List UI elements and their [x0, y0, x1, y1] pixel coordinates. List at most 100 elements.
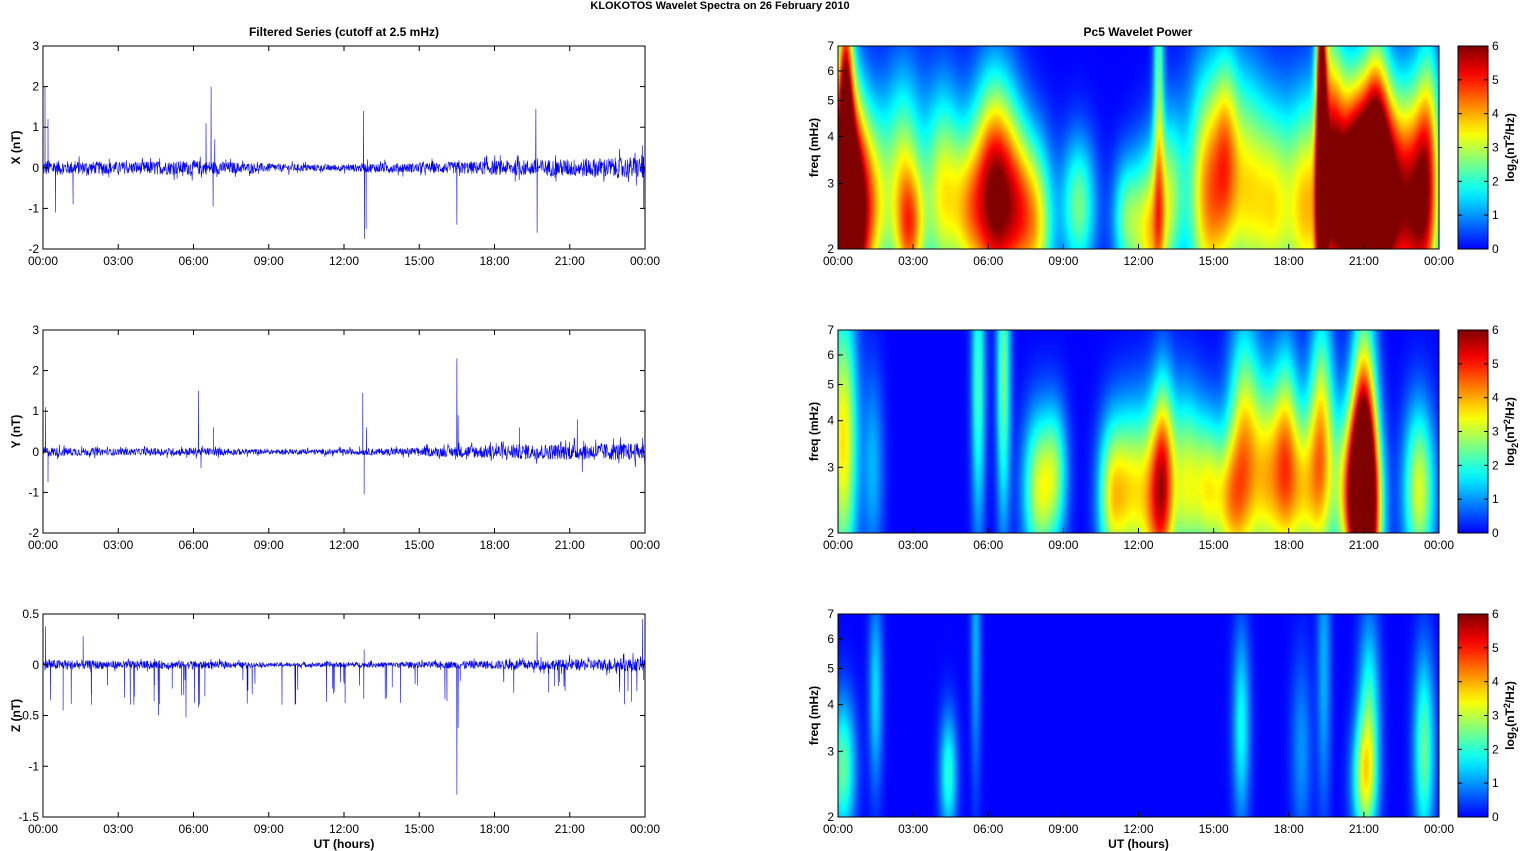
y-tick-label: -1.5	[18, 810, 39, 824]
x-tick-label: 00:00	[28, 538, 58, 552]
series-panel-x: -2 -1 0 1 2 3 00:00 03:00 06:00 09:00 12:00 15:00 18…	[9, 39, 660, 268]
y-tick-label: 6	[827, 632, 834, 646]
x-tick-label: 00:00	[823, 254, 853, 268]
x-tick-label: 21:00	[555, 254, 585, 268]
colorbar-tick-label: 1	[1492, 208, 1499, 222]
colorbar-tick-label: 0	[1492, 242, 1499, 256]
y-tick-label: 3	[32, 323, 39, 337]
x-tick-label: 06:00	[178, 538, 208, 552]
left-column-title: Filtered Series (cutoff at 2.5 mHz)	[249, 25, 439, 39]
heatmap-image	[838, 46, 1439, 249]
y-tick-label: 2	[32, 80, 39, 94]
x-tick-label: 06:00	[178, 254, 208, 268]
x-tick-label: 12:00	[1123, 254, 1153, 268]
y-tick-label: 3	[32, 39, 39, 53]
x-tick-label: 00:00	[28, 254, 58, 268]
x-tick-label: 03:00	[898, 822, 928, 836]
x-tick-label: 15:00	[1199, 822, 1229, 836]
y-tick-label: 2	[827, 810, 834, 824]
x-tick-label: 03:00	[103, 822, 133, 836]
y-tick-label: -1	[28, 759, 39, 773]
series-panel-z: -1.5 -1 -0.5 0 0.5 00:00 03:00 06:00 09:00 12:00 1…	[9, 607, 660, 851]
y-tick-label: 0.5	[22, 607, 39, 621]
colorbar-label-part: 2	[1502, 419, 1512, 424]
y-tick-label: 3	[827, 176, 834, 190]
x-tick-label: 03:00	[103, 538, 133, 552]
y-tick-label: 0	[32, 658, 39, 672]
y-tick-label: 1	[32, 404, 39, 418]
colorbar-label-part: (nT	[1503, 424, 1517, 443]
series-line-y	[43, 358, 645, 495]
colorbar-label: log2(nT2/Hz)	[1502, 397, 1520, 466]
x-tick-label: 21:00	[1349, 822, 1379, 836]
y-tick-label: 2	[827, 242, 834, 256]
x-tick-label: 00:00	[1424, 254, 1454, 268]
colorbar-tick-label: 4	[1492, 107, 1499, 121]
x-tick-label: 18:00	[479, 822, 509, 836]
plot-area	[43, 614, 645, 817]
x-tick-label: 18:00	[479, 254, 509, 268]
colorbar-tick-label: 2	[1492, 742, 1499, 756]
y-tick-label: -0.5	[18, 709, 39, 723]
colorbar-tick-label: 6	[1492, 323, 1499, 337]
x-tick-label: 15:00	[404, 538, 434, 552]
y-tick-label: 7	[827, 607, 834, 621]
y-tick-label: 0	[32, 161, 39, 175]
colorbar-tick-label: 4	[1492, 675, 1499, 689]
y-tick-label: 1	[32, 120, 39, 134]
x-tick-label: 18:00	[479, 538, 509, 552]
y-tick-label: -2	[28, 526, 39, 540]
colorbar	[1457, 45, 1489, 250]
colorbar-label-part: log	[1503, 164, 1517, 182]
colorbar-tick-label: 5	[1492, 641, 1499, 655]
colorbar-tick-label: 0	[1492, 526, 1499, 540]
y-tick-label: 5	[827, 378, 834, 392]
x-tick-label: 12:00	[1123, 822, 1153, 836]
y-tick-label: 7	[827, 39, 834, 53]
x-tick-label: 09:00	[1048, 822, 1078, 836]
y-tick-label: 0	[32, 445, 39, 459]
x-tick-label: 06:00	[973, 822, 1003, 836]
x-tick-label: 18:00	[1274, 822, 1304, 836]
panels: -2 -1 0 1 2 3 00:00 03:00 06:00 09:00 12:00 15:00 18…	[9, 39, 1520, 851]
x-tick-label: 09:00	[1048, 538, 1078, 552]
x-tick-label: 12:00	[1123, 538, 1153, 552]
y-tick-label: 6	[827, 348, 834, 362]
x-tick-label: 15:00	[404, 822, 434, 836]
x-tick-label: 21:00	[555, 822, 585, 836]
series-line-x	[43, 86, 645, 239]
x-tick-label: 00:00	[28, 822, 58, 836]
y-tick-label: 5	[827, 94, 834, 108]
y-tick-label: -2	[28, 242, 39, 256]
x-tick-label: 00:00	[1424, 538, 1454, 552]
colorbar-label-part: 2	[1502, 135, 1512, 140]
x-tick-label: 00:00	[1424, 822, 1454, 836]
colorbar-tick-label: 5	[1492, 73, 1499, 87]
y-tick-label: 6	[827, 64, 834, 78]
colorbar-label: log2(nT2/Hz)	[1502, 681, 1520, 750]
colorbar	[1457, 329, 1489, 534]
y-axis-label: freq (mHz)	[807, 402, 821, 461]
x-axis-label: UT (hours)	[314, 837, 375, 851]
x-tick-label: 06:00	[973, 254, 1003, 268]
colorbar-label-part: /Hz)	[1503, 113, 1517, 135]
colorbar-label-part: (nT	[1503, 140, 1517, 159]
x-tick-label: 09:00	[254, 822, 284, 836]
colorbar-tick-label: 1	[1492, 776, 1499, 790]
y-tick-label: 3	[827, 460, 834, 474]
heatmap-image	[838, 614, 1439, 817]
figure-title: KLOKOTOS Wavelet Spectra on 26 February …	[590, 0, 849, 12]
colorbar-label-part: /Hz)	[1503, 397, 1517, 419]
colorbar-tick-label: 1	[1492, 492, 1499, 506]
colorbar-tick-label: 6	[1492, 607, 1499, 621]
x-tick-label: 18:00	[1274, 538, 1304, 552]
x-tick-label: 06:00	[973, 538, 1003, 552]
x-tick-label: 03:00	[898, 254, 928, 268]
plot-area	[43, 46, 645, 249]
y-axis-label: X (nT)	[9, 131, 23, 165]
colorbar-label-part: (nT	[1503, 708, 1517, 727]
colorbar-label-part: 2	[1510, 159, 1520, 164]
x-tick-label: 00:00	[630, 538, 660, 552]
colorbar-tick-label: 2	[1492, 458, 1499, 472]
